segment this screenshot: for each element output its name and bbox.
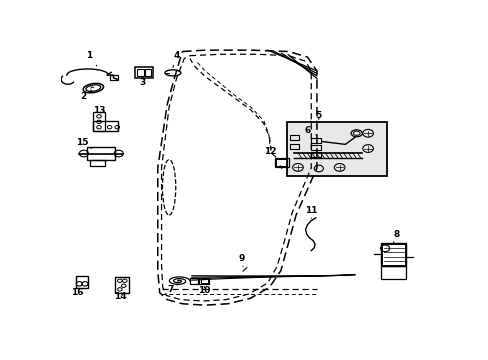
Text: 15: 15 — [76, 139, 91, 149]
Text: 14: 14 — [113, 292, 126, 301]
Bar — [310, 138, 320, 143]
Bar — [87, 147, 115, 159]
Text: 8: 8 — [392, 230, 399, 243]
Bar — [135, 67, 153, 78]
Bar — [275, 158, 288, 167]
Text: 5: 5 — [315, 111, 321, 120]
Bar — [200, 279, 207, 283]
Text: 7: 7 — [167, 284, 178, 294]
Text: 4: 4 — [173, 51, 180, 67]
Bar — [310, 152, 320, 157]
Bar — [290, 144, 298, 149]
Text: 12: 12 — [264, 147, 276, 157]
Bar — [381, 266, 405, 279]
Bar — [89, 159, 104, 166]
Bar — [137, 69, 143, 76]
Text: 11: 11 — [305, 206, 317, 219]
Text: 2: 2 — [81, 90, 91, 101]
Text: 6: 6 — [304, 126, 316, 135]
Bar — [276, 159, 286, 166]
Bar — [76, 276, 88, 288]
Bar — [115, 278, 129, 293]
Text: 9: 9 — [238, 255, 244, 266]
Bar — [310, 145, 320, 150]
Bar — [93, 112, 104, 131]
Text: 13: 13 — [93, 106, 106, 115]
Text: 16: 16 — [71, 288, 83, 297]
Text: 3: 3 — [139, 77, 145, 86]
Bar — [199, 278, 208, 284]
Bar — [382, 244, 404, 265]
Bar — [109, 75, 118, 80]
Bar — [290, 135, 298, 140]
Text: 10: 10 — [198, 286, 210, 295]
Bar — [189, 278, 198, 284]
Bar — [93, 121, 118, 131]
Bar — [286, 122, 386, 176]
Bar — [381, 243, 405, 266]
Bar — [145, 69, 151, 76]
Text: 1: 1 — [86, 51, 97, 66]
